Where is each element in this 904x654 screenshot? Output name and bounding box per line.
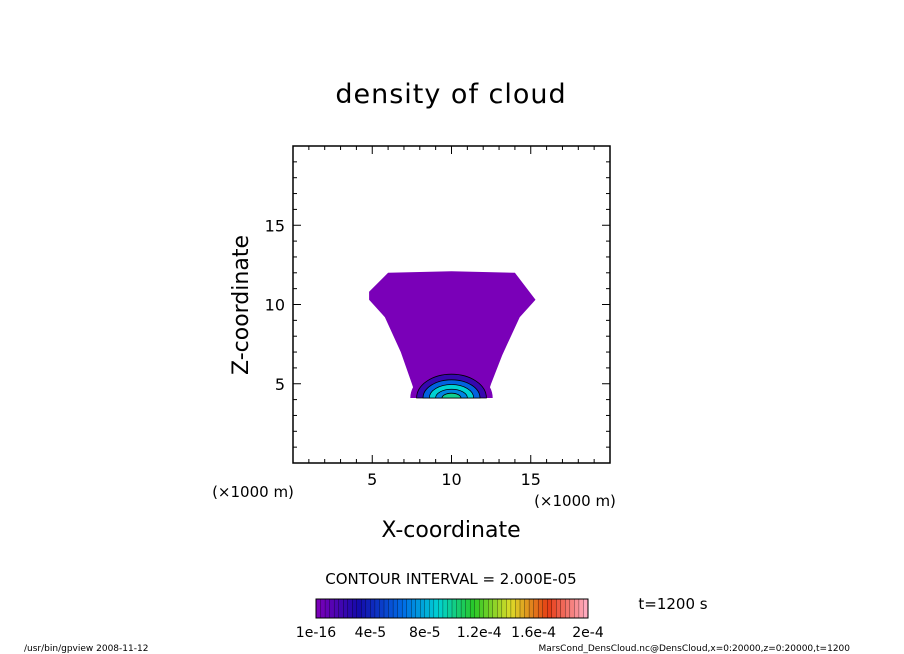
colorbar-segment	[560, 598, 566, 619]
colorbar-segment	[352, 598, 358, 619]
colorbar-segment	[370, 598, 376, 619]
colorbar-segment	[519, 598, 525, 619]
colorbar-segment	[510, 598, 516, 619]
colorbar-tick-label: 1e-16	[296, 625, 336, 641]
colorbar-segment	[492, 598, 498, 619]
y-tick-label: 15	[265, 216, 285, 235]
colorbar-segment	[474, 598, 480, 619]
colorbar-segment	[533, 598, 539, 619]
footer-right: MarsCond_DensCloud.nc@DensCloud,x=0:2000…	[539, 644, 851, 654]
colorbar-segment	[460, 598, 467, 619]
colorbar-tick-label: 4e-5	[355, 625, 386, 641]
colorbar-segment	[406, 598, 412, 619]
colorbar-segment	[479, 598, 485, 619]
y-tick-labels: 5 10 15	[265, 216, 285, 394]
colorbar-segment	[451, 598, 457, 619]
cloud-core	[410, 367, 493, 399]
colorbar-tick-label: 1.2e-4	[457, 625, 502, 641]
colorbar-segment	[447, 598, 453, 619]
colorbar-segment	[578, 598, 584, 619]
colorbar-segment	[401, 598, 408, 619]
colorbar-segment	[429, 598, 435, 619]
x-tick-label: 15	[521, 470, 541, 489]
colorbar-segment	[397, 598, 403, 619]
colorbar-segment	[515, 598, 521, 619]
colorbar-segment	[324, 598, 331, 619]
colorbar-segment	[506, 598, 512, 619]
colorbar-segment	[465, 598, 471, 619]
colorbar-segment	[329, 598, 335, 619]
colorbar-segment	[420, 598, 426, 619]
colorbar	[315, 598, 589, 619]
colorbar-frame	[315, 598, 589, 619]
colorbar-segment	[388, 598, 394, 619]
y-unit-label: (×1000 m)	[212, 483, 294, 501]
colorbar-segment	[565, 598, 571, 619]
colorbar-segment	[483, 598, 489, 619]
colorbar-segment	[469, 598, 476, 619]
colorbar-segment	[542, 598, 548, 619]
colorbar-tick-label: 8e-5	[409, 625, 440, 641]
x-tick-labels: 5 10 15	[367, 470, 541, 489]
colorbar-segment	[524, 598, 530, 619]
colorbar-segment	[556, 598, 562, 619]
time-label: t=1200 s	[638, 595, 707, 613]
colorbar-segment	[501, 598, 507, 619]
footer-left: /usr/bin/gpview 2008-11-12	[24, 644, 148, 654]
colorbar-segment	[497, 598, 503, 619]
colorbar-segment	[433, 598, 439, 619]
colorbar-tick-label: 2e-4	[572, 625, 604, 641]
colorbar-segment	[456, 598, 462, 619]
x-tick-label: 5	[367, 470, 377, 489]
y-axis-label: Z-coordinate	[229, 235, 254, 375]
colorbar-tick-label: 1.6e-4	[511, 625, 556, 641]
colorbar-segment	[488, 598, 494, 619]
axis-ticks	[293, 146, 610, 463]
colorbar-segment	[315, 598, 321, 619]
colorbar-segment	[320, 598, 326, 619]
colorbar-segment	[438, 598, 444, 619]
x-axis-label: X-coordinate	[381, 518, 520, 543]
colorbar-segment	[537, 598, 544, 619]
colorbar-segment	[569, 598, 575, 619]
plot-area	[369, 271, 536, 399]
colorbar-segment	[356, 598, 362, 619]
colorbar-segment	[347, 598, 353, 619]
colorbar-segment	[574, 598, 580, 619]
colorbar-segment	[442, 598, 448, 619]
colorbar-segment	[379, 598, 385, 619]
colorbar-segment	[383, 598, 389, 619]
colorbar-segment	[374, 598, 380, 619]
colorbar-segment	[361, 598, 367, 619]
colorbar-segment	[343, 598, 349, 619]
colorbar-segment	[365, 598, 371, 619]
x-unit-label: (×1000 m)	[534, 492, 616, 510]
cloud-core-level	[441, 392, 462, 399]
cloud-region	[369, 271, 536, 398]
y-tick-label: 10	[265, 296, 285, 315]
contour-interval-label: CONTOUR INTERVAL = 2.000E-05	[325, 570, 576, 588]
colorbar-segment	[424, 598, 430, 619]
chart-title: density of cloud	[335, 79, 566, 110]
colorbar-segment	[551, 598, 557, 619]
colorbar-tick-labels: 1e-16 4e-5 8e-5 1.2e-4 1.6e-4 2e-4	[296, 625, 604, 641]
colorbar-segment	[528, 598, 535, 619]
colorbar-segment	[333, 598, 340, 619]
y-tick-label: 5	[275, 375, 285, 394]
colorbar-segment	[547, 598, 553, 619]
colorbar-segment	[415, 598, 421, 619]
colorbar-segment	[411, 598, 417, 619]
colorbar-segment	[338, 598, 344, 619]
colorbar-segment	[392, 598, 399, 619]
x-tick-label: 10	[441, 470, 461, 489]
